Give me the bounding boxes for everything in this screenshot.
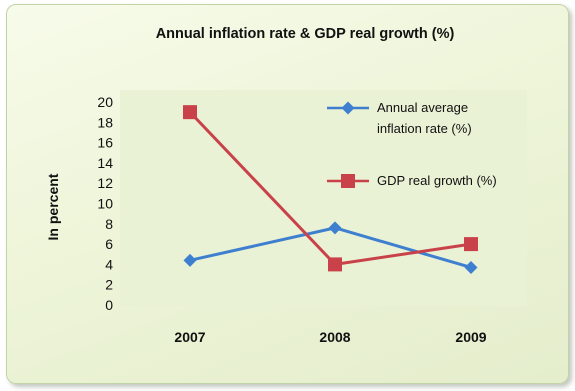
legend: Annual average inflation rate (%) GDP real… — [327, 100, 497, 188]
y-tick-label: 12 — [97, 175, 113, 191]
y-tick-label: 14 — [97, 155, 113, 171]
plot-area — [120, 90, 527, 306]
data-point — [328, 257, 342, 272]
data-point — [464, 237, 478, 252]
y-tick-label: 20 — [97, 94, 113, 110]
y-tick-label: 18 — [97, 114, 113, 130]
legend-label: Annual average — [377, 100, 468, 115]
series-0 — [183, 221, 478, 274]
data-point — [183, 105, 197, 120]
legend-item: Annual average inflation rate (%) — [327, 100, 472, 136]
x-category-label: 2009 — [455, 329, 486, 345]
x-category-label: 2007 — [174, 329, 205, 345]
legend-label: GDP real growth (%) — [377, 173, 497, 188]
series-1 — [183, 105, 478, 272]
legend-marker — [341, 101, 355, 115]
data-point — [183, 253, 197, 267]
y-axis-label: In percent — [45, 173, 61, 240]
y-tick-label: 10 — [97, 196, 113, 212]
chart-frame: Annual inflation rate & GDP real growth … — [6, 4, 569, 384]
x-category-label: 2008 — [319, 329, 350, 345]
y-tick-label: 16 — [97, 135, 113, 151]
y-tick-label: 0 — [105, 297, 113, 313]
chart-title: Annual inflation rate & GDP real growth … — [156, 26, 455, 42]
data-point — [464, 260, 478, 274]
series-layer — [183, 105, 478, 274]
x-category-labels: 2007 2008 2009 — [174, 329, 486, 345]
y-tick-labels: 0 2 4 6 8 10 12 14 16 18 20 — [97, 94, 113, 313]
chart-svg: Annual inflation rate & GDP real growth … — [45, 26, 527, 345]
legend-marker — [341, 174, 355, 188]
legend-item: GDP real growth (%) — [327, 173, 497, 188]
y-tick-label: 4 — [105, 256, 113, 272]
data-point — [328, 221, 342, 235]
y-tick-label: 8 — [105, 216, 113, 232]
y-tick-label: 2 — [105, 277, 113, 293]
y-tick-label: 6 — [105, 236, 113, 252]
legend-label: inflation rate (%) — [377, 121, 472, 136]
